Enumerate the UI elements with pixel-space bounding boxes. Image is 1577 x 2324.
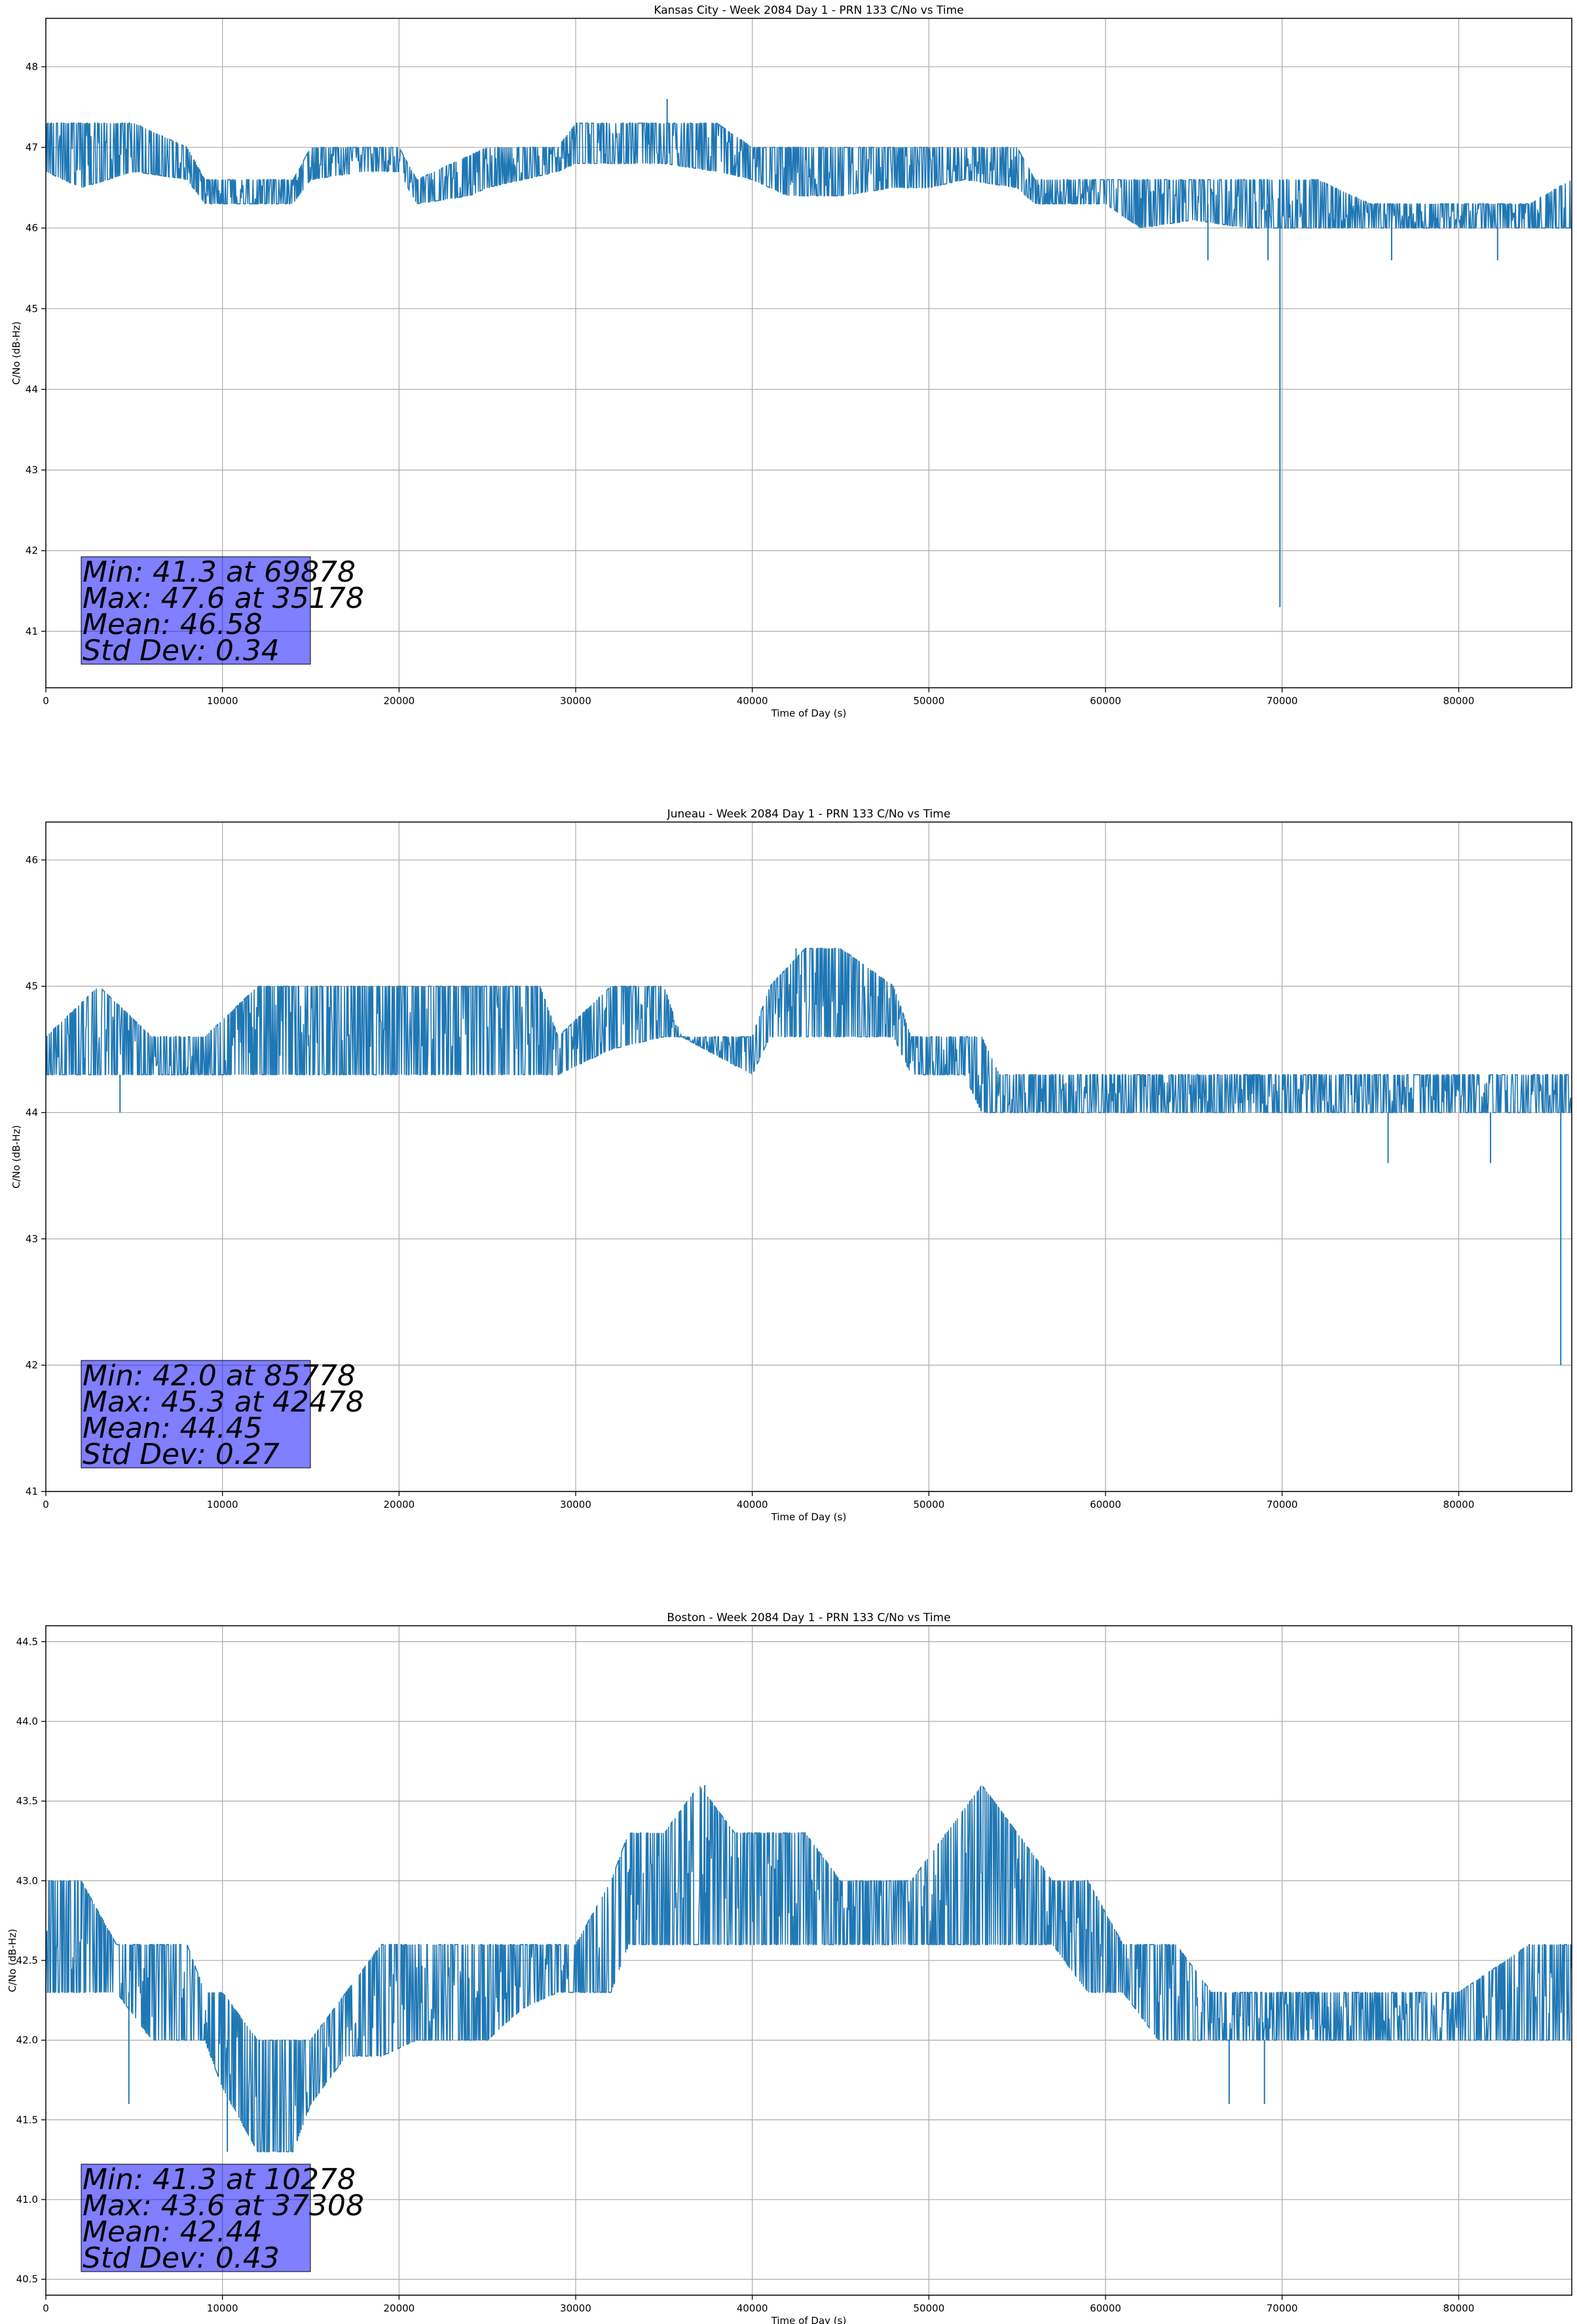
y-tick-label: 44.0 [16, 1715, 38, 1727]
y-axis-label: C/No (dB-Hz) [10, 1125, 22, 1189]
x-tick-label: 30000 [560, 1499, 591, 1510]
y-tick-label: 43.5 [16, 1795, 38, 1807]
stats-min: Min: 41.3 at 69878 [83, 555, 356, 589]
x-tick-label: 20000 [383, 1499, 415, 1510]
x-axis-label: Time of Day (s) [771, 1511, 847, 1523]
x-tick-label: 10000 [207, 695, 238, 707]
y-tick-label: 46 [26, 222, 38, 234]
y-tick-label: 42 [26, 545, 38, 557]
stats-stddev: Std Dev: 0.27 [83, 1438, 280, 1471]
data-trace [46, 948, 1572, 1366]
stats-mean: Mean: 44.45 [83, 1412, 263, 1445]
y-axis-label: C/No (dB-Hz) [10, 322, 22, 385]
grid-lines [46, 18, 1572, 688]
chart-title: Kansas City - Week 2084 Day 1 - PRN 133 … [654, 4, 963, 17]
x-tick-label: 40000 [737, 1499, 768, 1510]
x-tick-label: 10000 [207, 1499, 238, 1510]
x-tick-label: 60000 [1090, 1499, 1121, 1510]
cno-series-line [45, 1785, 1572, 2152]
x-tick-label: 30000 [560, 2302, 591, 2314]
y-tick-label: 41 [26, 1486, 38, 1497]
x-tick-label: 80000 [1443, 1499, 1475, 1510]
stats-mean: Mean: 46.58 [83, 608, 263, 641]
plot-area-frame [45, 18, 1572, 688]
cno-series-line [46, 948, 1572, 1114]
y-tick-label: 43 [26, 1233, 38, 1245]
x-tick-label: 70000 [1267, 1499, 1298, 1510]
y-tick-label: 45 [26, 981, 38, 992]
x-tick-label: 60000 [1090, 695, 1121, 707]
stats-box [81, 556, 311, 665]
y-tick-label: 41.5 [16, 2114, 38, 2126]
x-tick-label: 10000 [207, 2302, 238, 2314]
stats-box [81, 2164, 311, 2272]
x-tick-label: 0 [43, 1499, 49, 1510]
x-tick-label: 40000 [737, 2302, 768, 2314]
chart-kansas-city: 0 10000 20000 30000 40000 50000 60000 70000 8000… [10, 4, 1572, 719]
x-tick-label: 60000 [1090, 2302, 1121, 2314]
y-tick-label: 40.5 [16, 2274, 38, 2285]
stats-annotation: Min: 42.0 at 85778 Max: 45.3 at 42478 Me… [81, 1359, 364, 1471]
x-tick-label: 20000 [383, 2302, 415, 2314]
stats-annotation: Min: 41.3 at 69878 Max: 47.6 at 35178 Me… [81, 555, 364, 667]
x-tick-label: 20000 [383, 695, 415, 707]
x-tick-label: 30000 [560, 695, 591, 707]
y-tick-label: 44 [26, 383, 38, 395]
x-tick-label: 80000 [1443, 2302, 1475, 2314]
y-tick-label: 42 [26, 1359, 38, 1371]
stats-max: Max: 45.3 at 42478 [83, 1385, 364, 1419]
y-tick-label: 46 [26, 854, 38, 866]
stats-stddev: Std Dev: 0.34 [83, 634, 280, 667]
y-axis-label: C/No (dB-Hz) [7, 1929, 18, 1993]
axis-ticks: 0 10000 20000 30000 40000 50000 60000 70000 8000… [16, 1636, 1475, 2314]
cno-series-line [45, 122, 1572, 229]
stats-mean: Mean: 42.44 [83, 2215, 263, 2249]
stats-max: Max: 47.6 at 35178 [83, 582, 364, 615]
stats-stddev: Std Dev: 0.43 [83, 2241, 280, 2275]
chart-boston: 0 10000 20000 30000 40000 50000 60000 70000 8000… [7, 1611, 1572, 2324]
axis-ticks: 0 10000 20000 30000 40000 50000 60000 70000 8000… [26, 854, 1474, 1510]
x-tick-label: 70000 [1267, 2302, 1298, 2314]
y-tick-label: 41.0 [16, 2194, 38, 2205]
x-tick-label: 80000 [1443, 695, 1475, 707]
y-tick-label: 43 [26, 464, 38, 476]
chart-title: Juneau - Week 2084 Day 1 - PRN 133 C/No … [667, 808, 951, 821]
y-tick-label: 44.5 [16, 1636, 38, 1647]
stats-max: Max: 43.6 at 37308 [83, 2189, 364, 2222]
y-tick-label: 47 [26, 141, 38, 153]
x-tick-label: 50000 [914, 695, 945, 707]
stats-min: Min: 42.0 at 85778 [83, 1359, 356, 1393]
chart-juneau: 0 10000 20000 30000 40000 50000 60000 70000 8000… [10, 808, 1572, 1523]
x-tick-label: 50000 [914, 1499, 945, 1510]
stats-box [81, 1360, 311, 1469]
x-axis-label: Time of Day (s) [771, 2315, 847, 2324]
y-tick-label: 42.5 [16, 1955, 38, 1966]
stats-annotation: Min: 41.3 at 10278 Max: 43.6 at 37308 Me… [81, 2163, 364, 2275]
data-trace [45, 1785, 1572, 2152]
y-tick-label: 48 [26, 61, 38, 73]
x-tick-label: 50000 [914, 2302, 945, 2314]
y-tick-label: 42.0 [16, 2034, 38, 2046]
y-tick-label: 45 [26, 303, 38, 314]
x-tick-label: 0 [43, 695, 49, 707]
y-tick-label: 41 [26, 626, 38, 637]
y-tick-label: 44 [26, 1107, 38, 1119]
x-tick-label: 70000 [1267, 695, 1298, 707]
stats-min: Min: 41.3 at 10278 [83, 2163, 356, 2196]
axis-ticks: 0 10000 20000 30000 40000 50000 60000 70000 8000… [26, 61, 1474, 707]
data-trace [45, 99, 1572, 607]
x-axis-label: Time of Day (s) [771, 707, 847, 719]
chart-title: Boston - Week 2084 Day 1 - PRN 133 C/No … [667, 1611, 950, 1624]
plot-area-frame [45, 821, 1572, 1492]
x-tick-label: 40000 [737, 695, 768, 707]
y-tick-label: 43.0 [16, 1875, 38, 1886]
x-tick-label: 0 [43, 2302, 49, 2314]
